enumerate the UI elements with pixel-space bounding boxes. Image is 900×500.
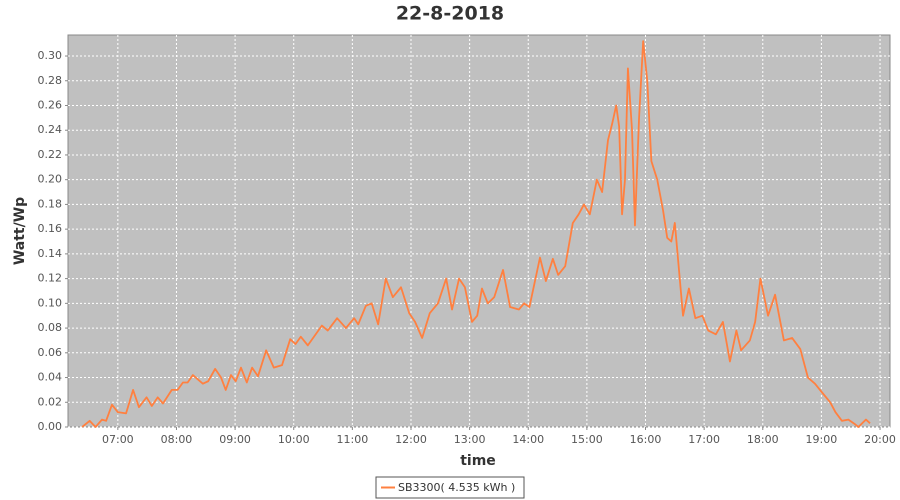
x-tick-label: 14:00 (512, 433, 544, 446)
y-tick-label: 0.18 (38, 197, 63, 210)
data-line (81, 40, 871, 428)
plot-area (67, 34, 891, 428)
y-tick-label: 0.08 (38, 321, 63, 334)
legend-box (375, 476, 525, 499)
y-tick-label: 0.20 (38, 173, 63, 186)
y-tick-label: 0.04 (38, 371, 63, 384)
y-tick-label: 0.16 (38, 222, 63, 235)
y-tick-label: 0.24 (38, 123, 63, 136)
y-tick-label: 0.02 (38, 395, 63, 408)
x-tick-label: 09:00 (219, 433, 251, 446)
legend: SB3300( 4.535 kWh ) (375, 476, 525, 499)
x-tick-label: 12:00 (395, 433, 427, 446)
x-tick-label: 16:00 (630, 433, 662, 446)
y-axis-label: Watt/Wp (12, 197, 28, 265)
y-tick-label: 0.06 (38, 346, 63, 359)
x-tick-label: 18:00 (747, 433, 779, 446)
y-tick-label: 0.30 (38, 49, 63, 62)
y-tick-label: 0.28 (38, 74, 63, 87)
y-tick-label: 0.14 (38, 247, 63, 260)
y-tick-label: 0.10 (38, 296, 63, 309)
x-axis-label: time (460, 453, 496, 469)
x-tick-label: 17:00 (688, 433, 720, 446)
y-tick-label: 0.22 (38, 148, 63, 161)
x-tick-label: 11:00 (337, 433, 369, 446)
y-tick-label: 0.00 (38, 420, 63, 433)
y-tick-label: 0.12 (38, 272, 63, 285)
x-tick-label: 07:00 (102, 433, 134, 446)
x-tick-label: 10:00 (278, 433, 310, 446)
x-tick-label: 13:00 (454, 433, 486, 446)
x-tick-label: 08:00 (161, 433, 193, 446)
x-tick-label: 19:00 (806, 433, 838, 446)
x-tick-label: 20:00 (864, 433, 896, 446)
legend-label: SB3300( 4.535 kWh ) (398, 481, 515, 494)
chart-title: 22-8-2018 (396, 3, 504, 25)
y-tick-label: 0.26 (38, 98, 63, 111)
x-tick-label: 15:00 (571, 433, 603, 446)
